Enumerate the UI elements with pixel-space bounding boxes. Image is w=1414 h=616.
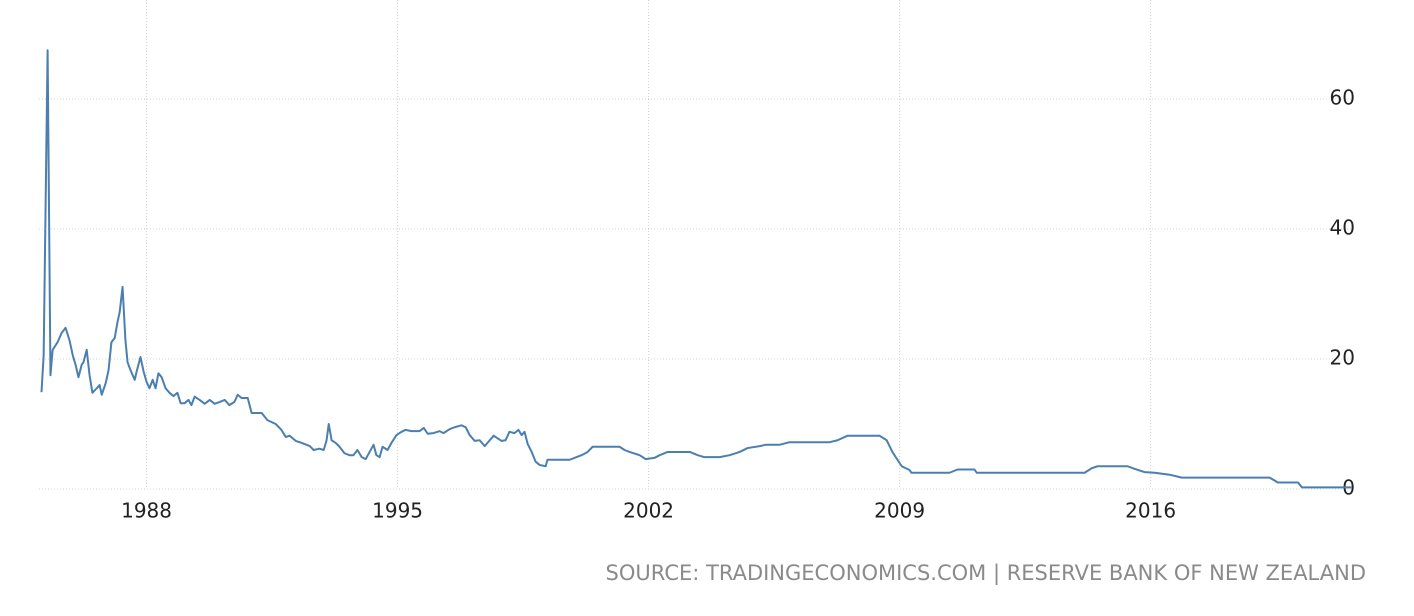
x-tick-label: 2016 <box>1125 499 1176 523</box>
x-tick-label: 1995 <box>372 499 423 523</box>
x-tick-label: 1988 <box>121 499 172 523</box>
series-line <box>40 49 1352 489</box>
y-tick-label: 40 <box>1330 216 1355 240</box>
y-tick-label: 60 <box>1330 86 1355 110</box>
x-tick-label: 2002 <box>623 499 674 523</box>
x-tick-label: 2009 <box>874 499 925 523</box>
source-note: SOURCE: TRADINGECONOMICS.COM | RESERVE B… <box>606 561 1366 586</box>
y-tick-label: 20 <box>1330 346 1355 370</box>
